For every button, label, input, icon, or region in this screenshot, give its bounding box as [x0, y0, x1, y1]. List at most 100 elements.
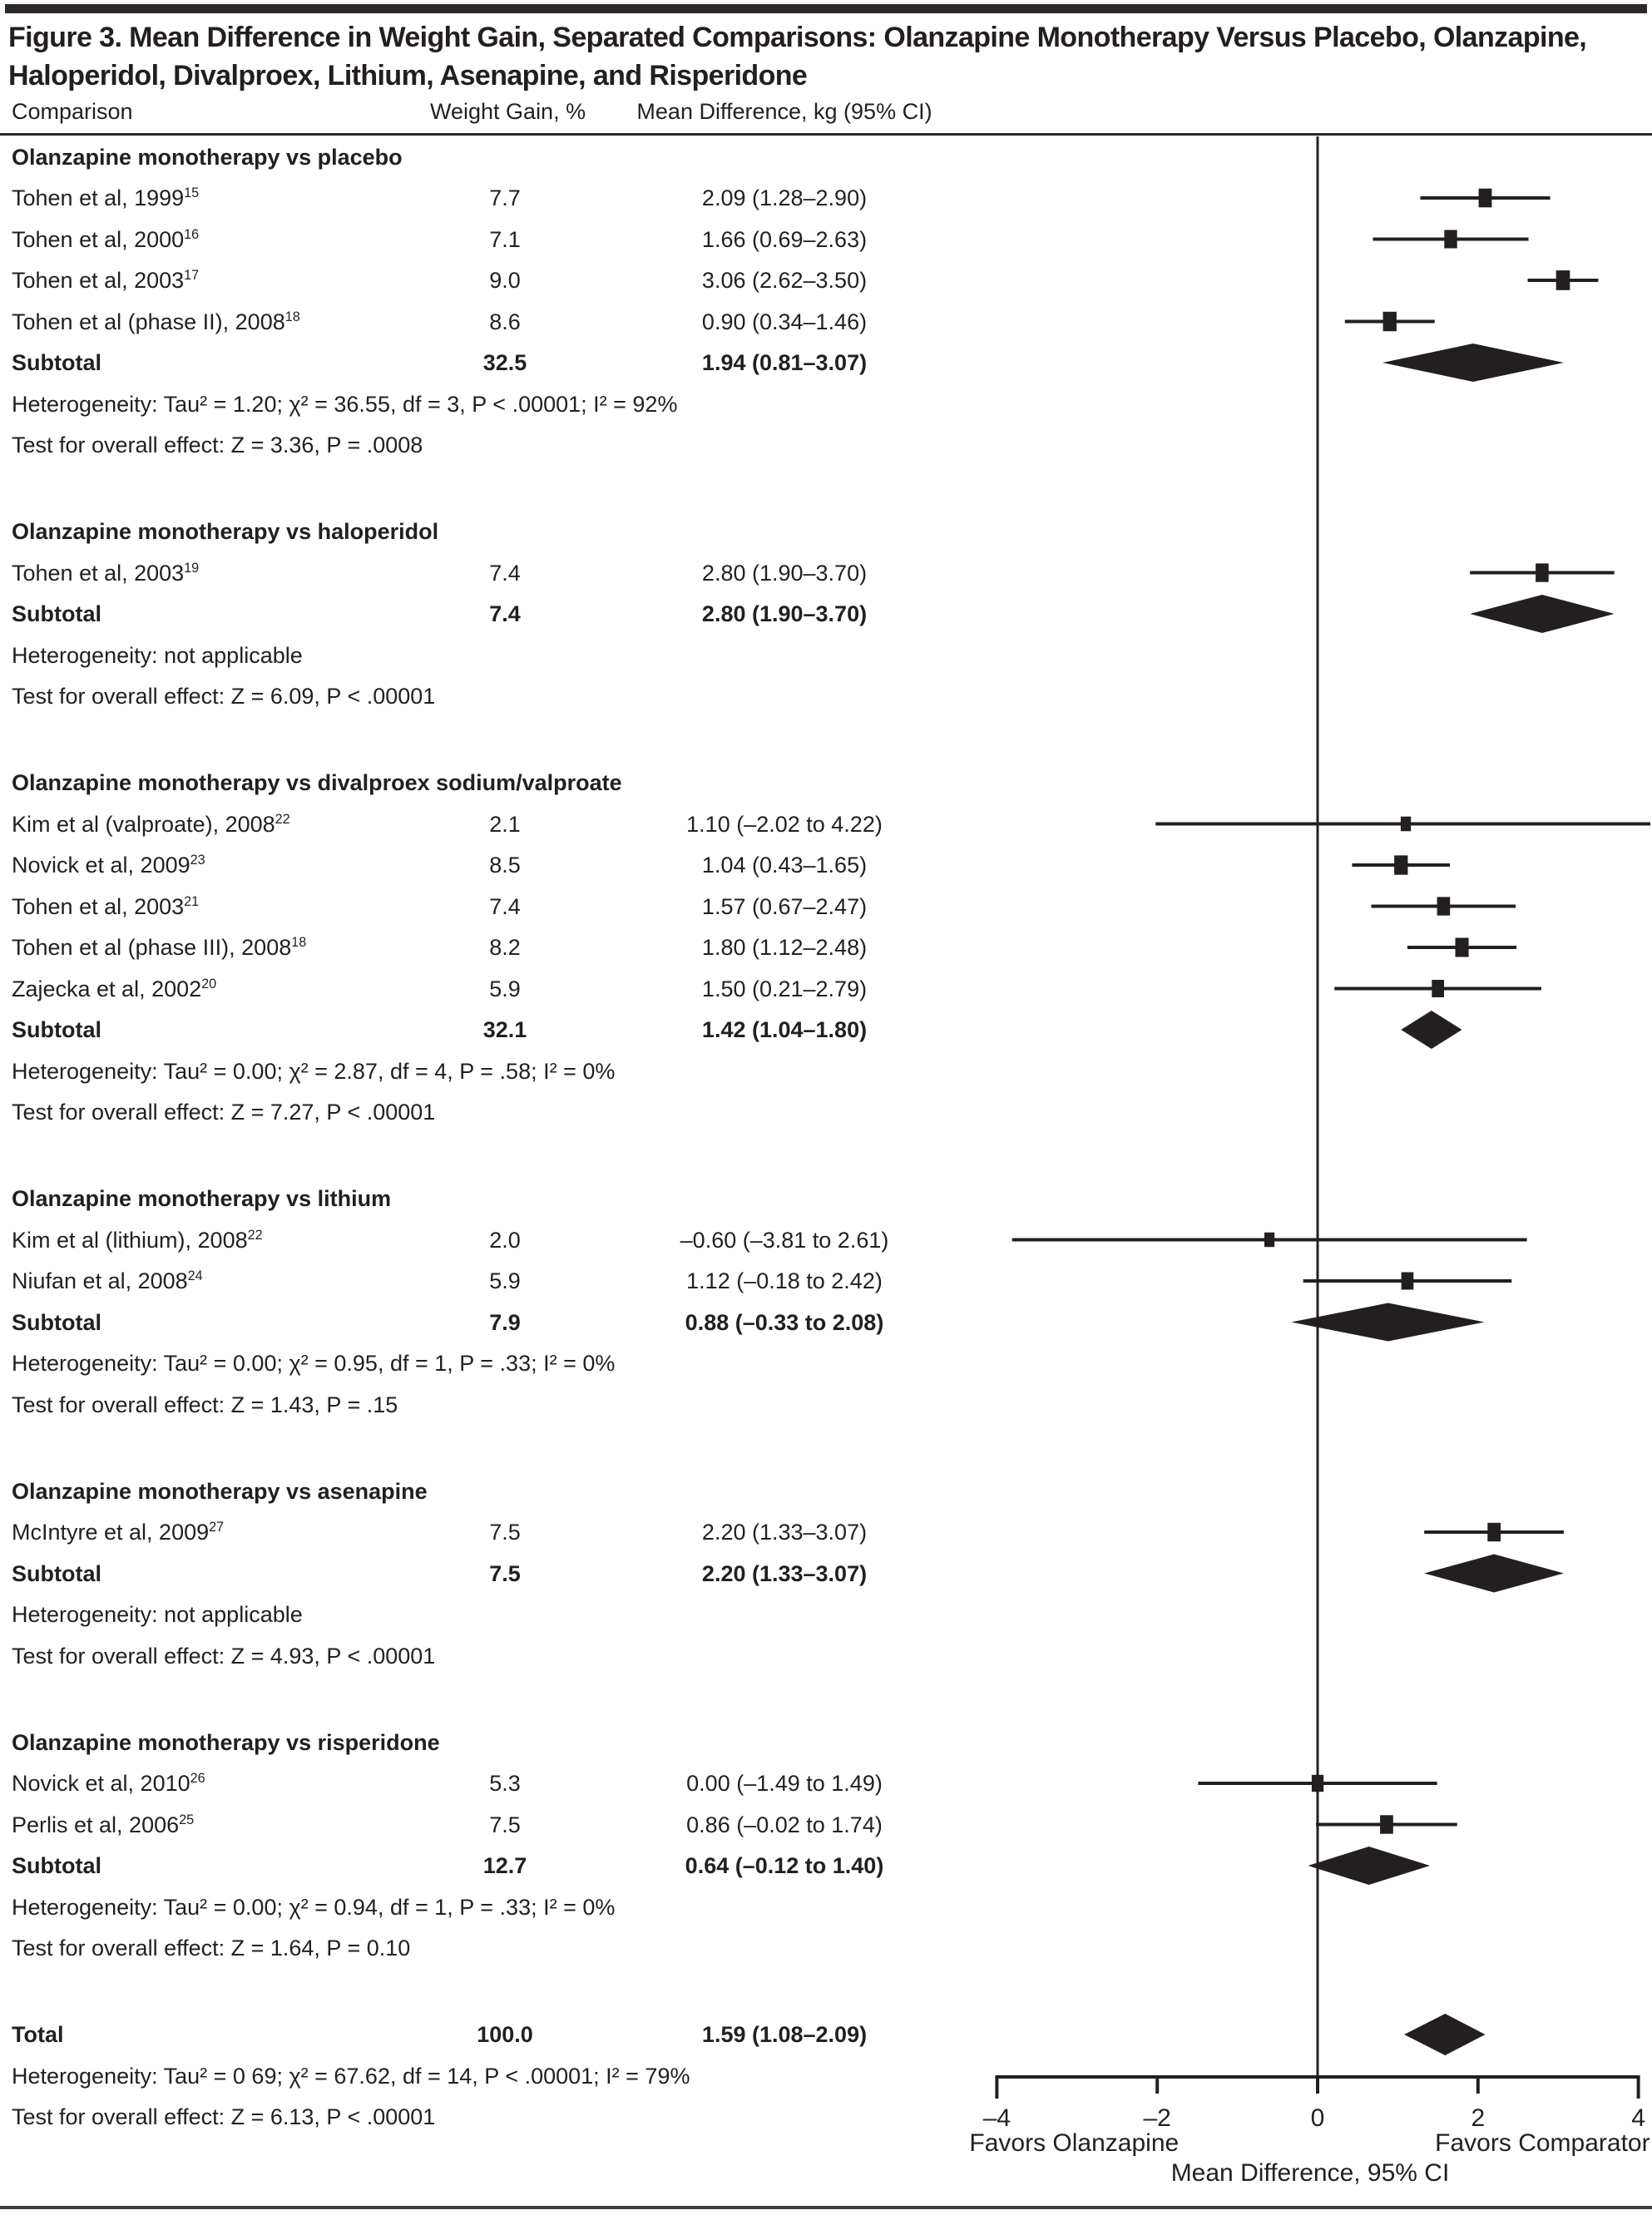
section-header: Olanzapine monotherapy vs risperidone	[0, 1723, 957, 1763]
heterogeneity-note: Heterogeneity: not applicable	[0, 1595, 957, 1634]
study-label: Kim et al (lithium), 200822	[12, 1227, 263, 1253]
weight-value: 8.5	[489, 853, 521, 878]
mean-diff-value: 1.80 (1.12–2.48)	[701, 935, 868, 960]
weight-value: 7.5	[489, 1520, 521, 1545]
reference-superscript: 22	[247, 1227, 263, 1243]
subtotal-mean-diff-value: 1.94 (0.81–3.07)	[701, 350, 868, 375]
reference-superscript: 19	[184, 560, 200, 576]
effect-square	[1444, 230, 1457, 249]
total-diamond	[1404, 2014, 1486, 2055]
effect-square	[1380, 1815, 1393, 1834]
subtotal-row: Subtotal 12.7 0.64 (–0.12 to 1.40)	[0, 1846, 957, 1886]
reference-superscript: 27	[209, 1520, 225, 1535]
subtotal-row: Subtotal 7.9 0.88 (–0.33 to 2.08)	[0, 1303, 957, 1342]
reference-superscript: 15	[184, 185, 200, 200]
study-label: Tohen et al, 199915	[12, 185, 200, 210]
axis-tick-label: 4	[1631, 2104, 1645, 2132]
axis-tick-label: –4	[983, 2104, 1011, 2132]
mean-diff-value: 1.66 (0.69–2.63)	[701, 226, 868, 252]
section-header-label: Olanzapine monotherapy vs risperidone	[12, 1729, 440, 1755]
study-row: Tohen et al, 200319 7.4 2.80 (1.90–3.70)	[0, 553, 957, 593]
reference-superscript: 25	[179, 1812, 195, 1827]
study-row: Zajecka et al, 200220 5.9 1.50 (0.21–2.79)	[0, 969, 957, 1009]
subtotal-mean-diff-value: 1.42 (1.04–1.80)	[701, 1017, 868, 1042]
figure-title: Figure 3. Mean Difference in Weight Gain…	[8, 22, 1587, 91]
subtotal-label: Subtotal	[12, 350, 101, 375]
weight-value: 9.0	[489, 268, 521, 293]
effect-square	[1382, 311, 1397, 332]
heterogeneity-text: Heterogeneity: Tau² = 0.00; χ² = 0.95, d…	[12, 1351, 616, 1376]
subtotal-row: Subtotal 32.1 1.42 (1.04–1.80)	[0, 1010, 957, 1050]
section-header: Olanzapine monotherapy vs divalproex sod…	[0, 763, 957, 803]
bottom-rule	[0, 2206, 1652, 2209]
study-label: Novick et al, 201026	[12, 1771, 205, 1796]
weight-value: 5.9	[489, 976, 521, 1001]
effect-square	[1432, 980, 1444, 997]
mean-diff-value: 1.10 (–2.02 to 4.22)	[686, 811, 883, 837]
heterogeneity-note: Heterogeneity: Tau² = 0 69; χ² = 67.62, …	[0, 2056, 957, 2096]
section-header: Olanzapine monotherapy vs haloperidol	[0, 512, 957, 551]
subtotal-row: Subtotal 7.4 2.80 (1.90–3.70)	[0, 594, 957, 634]
study-row: McIntyre et al, 200927 7.5 2.20 (1.33–3.07…	[0, 1512, 957, 1552]
heterogeneity-note: Heterogeneity: Tau² = 1.20; χ² = 36.55, …	[0, 384, 957, 424]
subtotal-mean-diff-value: 0.88 (–0.33 to 2.08)	[685, 1309, 884, 1335]
weight-value: 2.1	[489, 811, 521, 837]
overall-effect-text: Test for overall effect: Z = 1.43, P = .…	[12, 1392, 398, 1417]
reference-superscript: 20	[201, 976, 217, 991]
weight-value: 7.4	[489, 893, 521, 919]
heterogeneity-text: Heterogeneity: Tau² = 0 69; χ² = 67.62, …	[12, 2063, 690, 2089]
effect-square	[1455, 937, 1469, 957]
study-row: Tohen et al, 200321 7.4 1.57 (0.67–2.47)	[0, 887, 957, 927]
subtotal-mean-diff-value: 2.80 (1.90–3.70)	[701, 601, 868, 626]
study-label: Zajecka et al, 200220	[12, 976, 217, 1001]
total-label: Total	[12, 2022, 64, 2047]
mean-diff-value: 1.12 (–0.18 to 2.42)	[686, 1268, 883, 1293]
study-row: Tohen et al, 199915 7.7 2.09 (1.28–2.90)	[0, 178, 957, 218]
study-row: Tohen et al, 200317 9.0 3.06 (2.62–3.50)	[0, 260, 957, 300]
heterogeneity-note: Heterogeneity: Tau² = 0.00; χ² = 2.87, d…	[0, 1051, 957, 1091]
study-row: Novick et al, 201026 5.3 0.00 (–1.49 to 1.…	[0, 1763, 957, 1803]
effect-square	[1264, 1232, 1275, 1248]
mean-diff-value: 0.90 (0.34–1.46)	[701, 309, 868, 334]
study-row: Tohen et al (phase III), 200818 8.2 1.80 (…	[0, 927, 957, 967]
column-header-weight-gain: Weight Gain, %	[430, 99, 586, 124]
subtotal-weight-value: 32.1	[482, 1017, 527, 1042]
subtotal-diamond	[1424, 1554, 1564, 1593]
subtotal-weight-value: 7.5	[489, 1560, 521, 1586]
overall-effect-text: Test for overall effect: Z = 7.27, P < .…	[12, 1100, 436, 1125]
column-header-comparison: Comparison	[12, 99, 133, 124]
study-label: Tohen et al, 200321	[12, 893, 200, 919]
mean-diff-value: 3.06 (2.62–3.50)	[701, 268, 868, 293]
effect-test-note: Test for overall effect: Z = 3.36, P = .…	[0, 425, 957, 465]
effect-square	[1536, 563, 1549, 582]
axis-tick-label: 0	[1311, 2104, 1325, 2132]
reference-superscript: 18	[284, 309, 300, 324]
study-label: Tohen et al (phase II), 200818	[12, 309, 300, 334]
top-rule	[5, 4, 1647, 13]
weight-value: 7.7	[489, 185, 521, 210]
effect-test-note: Test for overall effect: Z = 6.09, P < .…	[0, 676, 957, 716]
effect-test-note: Test for overall effect: Z = 1.43, P = .…	[0, 1385, 957, 1425]
overall-effect-text: Test for overall effect: Z = 1.64, P = 0…	[12, 1936, 411, 1960]
study-row: Kim et al (valproate), 200822 2.1 1.10 (–2…	[0, 804, 957, 844]
effect-square	[1311, 1774, 1324, 1792]
reference-superscript: 23	[190, 853, 205, 868]
weight-value: 7.5	[489, 1812, 521, 1837]
reference-superscript: 24	[187, 1268, 203, 1283]
section-header-label: Olanzapine monotherapy vs divalproex sod…	[12, 770, 622, 795]
effect-square	[1478, 188, 1492, 208]
effect-square	[1394, 855, 1408, 875]
subtotal-label: Subtotal	[12, 1853, 101, 1878]
subtotal-row: Subtotal 7.5 2.20 (1.33–3.07)	[0, 1554, 957, 1594]
favors-right-label: Favors Comparator	[1435, 2129, 1650, 2157]
subtotal-label: Subtotal	[12, 1560, 101, 1586]
overall-effect-text: Test for overall effect: Z = 4.93, P < .…	[12, 1643, 436, 1669]
section-header-label: Olanzapine monotherapy vs haloperidol	[12, 519, 439, 544]
reference-superscript: 26	[190, 1771, 205, 1786]
effect-test-note: Test for overall effect: Z = 4.93, P < .…	[0, 1636, 957, 1676]
column-header-mean-difference: Mean Difference, kg (95% CI)	[636, 99, 932, 124]
heterogeneity-text: Heterogeneity: Tau² = 0.00; χ² = 0.94, d…	[12, 1894, 616, 1920]
subtotal-diamond	[1382, 344, 1564, 382]
heterogeneity-text: Heterogeneity: Tau² = 0.00; χ² = 2.87, d…	[12, 1058, 616, 1084]
